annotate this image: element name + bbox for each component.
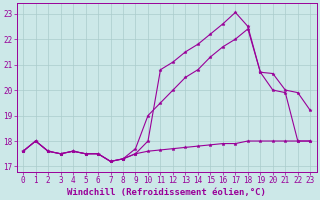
X-axis label: Windchill (Refroidissement éolien,°C): Windchill (Refroidissement éolien,°C) bbox=[67, 188, 266, 197]
